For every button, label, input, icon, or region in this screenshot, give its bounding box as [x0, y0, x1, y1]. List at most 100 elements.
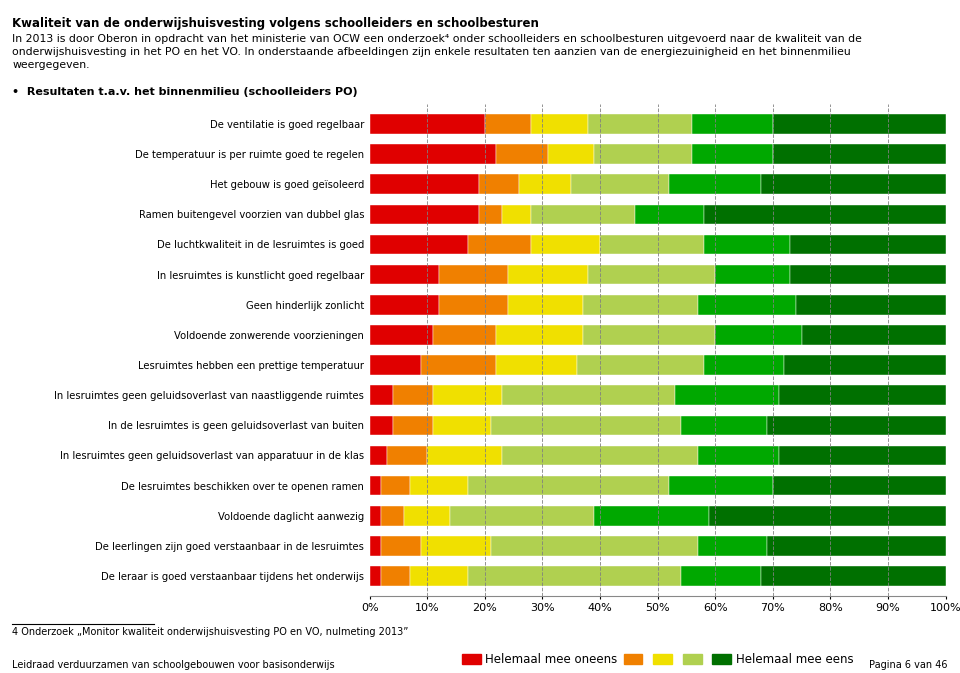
- Bar: [669, 174, 761, 194]
- Bar: [779, 446, 946, 465]
- Bar: [381, 476, 410, 495]
- Bar: [502, 205, 531, 224]
- Bar: [681, 566, 761, 586]
- Bar: [802, 325, 946, 345]
- Bar: [698, 295, 796, 314]
- Bar: [370, 446, 387, 465]
- Bar: [491, 536, 698, 556]
- Bar: [796, 295, 946, 314]
- Bar: [496, 355, 577, 375]
- Bar: [439, 295, 508, 314]
- Bar: [704, 235, 790, 254]
- Bar: [433, 386, 502, 405]
- Bar: [502, 446, 698, 465]
- Text: Pagina 6 van 46: Pagina 6 van 46: [869, 660, 948, 670]
- Bar: [387, 446, 427, 465]
- Bar: [370, 566, 381, 586]
- Bar: [479, 174, 519, 194]
- Bar: [496, 144, 548, 164]
- Bar: [370, 174, 479, 194]
- Bar: [790, 264, 946, 285]
- Bar: [784, 355, 946, 375]
- Text: •  Resultaten t.a.v. het binnenmilieu (schoolleiders PO): • Resultaten t.a.v. het binnenmilieu (sc…: [12, 87, 358, 98]
- Bar: [370, 506, 381, 526]
- Bar: [675, 386, 779, 405]
- Bar: [370, 325, 433, 345]
- Bar: [692, 144, 773, 164]
- Bar: [370, 114, 485, 134]
- Bar: [588, 114, 692, 134]
- Bar: [370, 355, 421, 375]
- Bar: [381, 506, 404, 526]
- Bar: [410, 476, 468, 495]
- Bar: [450, 506, 594, 526]
- Bar: [485, 114, 531, 134]
- Bar: [370, 536, 381, 556]
- Bar: [704, 355, 784, 375]
- Bar: [761, 566, 946, 586]
- Legend: Helemaal mee oneens, , , , Helemaal mee eens: Helemaal mee oneens, , , , Helemaal mee …: [457, 648, 858, 670]
- Bar: [698, 446, 779, 465]
- Bar: [370, 144, 496, 164]
- Bar: [433, 325, 496, 345]
- Bar: [381, 566, 410, 586]
- Bar: [681, 415, 767, 435]
- Bar: [370, 264, 439, 285]
- Bar: [421, 355, 496, 375]
- Bar: [773, 114, 946, 134]
- Bar: [704, 205, 946, 224]
- Bar: [709, 506, 946, 526]
- Bar: [502, 386, 675, 405]
- Bar: [594, 144, 692, 164]
- Bar: [519, 174, 571, 194]
- Bar: [381, 536, 421, 556]
- Bar: [773, 476, 946, 495]
- Bar: [548, 144, 594, 164]
- Bar: [767, 536, 946, 556]
- Bar: [790, 235, 946, 254]
- Bar: [635, 205, 704, 224]
- Bar: [427, 446, 502, 465]
- Bar: [468, 566, 681, 586]
- Bar: [370, 295, 439, 314]
- Text: 4 Onderzoek „Monitor kwaliteit onderwijshuisvesting PO en VO, nulmeting 2013”: 4 Onderzoek „Monitor kwaliteit onderwijs…: [12, 627, 409, 637]
- Bar: [698, 536, 767, 556]
- Text: In 2013 is door Oberon in opdracht van het ministerie van OCW een onderzoek⁴ ond: In 2013 is door Oberon in opdracht van h…: [12, 34, 862, 70]
- Bar: [761, 174, 946, 194]
- Bar: [479, 205, 502, 224]
- Bar: [583, 325, 715, 345]
- Bar: [779, 386, 946, 405]
- Bar: [531, 205, 635, 224]
- Bar: [370, 205, 479, 224]
- Bar: [692, 114, 773, 134]
- Bar: [531, 235, 600, 254]
- Bar: [583, 295, 698, 314]
- Bar: [508, 295, 583, 314]
- Bar: [393, 415, 433, 435]
- Bar: [370, 476, 381, 495]
- Bar: [715, 325, 802, 345]
- Bar: [404, 506, 450, 526]
- Bar: [433, 415, 491, 435]
- Bar: [421, 536, 491, 556]
- Bar: [767, 415, 946, 435]
- Bar: [468, 476, 669, 495]
- Bar: [773, 144, 946, 164]
- Bar: [508, 264, 588, 285]
- Bar: [370, 235, 468, 254]
- Bar: [468, 235, 531, 254]
- Bar: [370, 386, 393, 405]
- Bar: [370, 415, 393, 435]
- Bar: [669, 476, 773, 495]
- Bar: [588, 264, 715, 285]
- Bar: [439, 264, 508, 285]
- Bar: [600, 235, 704, 254]
- Bar: [393, 386, 433, 405]
- Bar: [715, 264, 790, 285]
- Bar: [531, 114, 588, 134]
- Bar: [496, 325, 583, 345]
- Bar: [491, 415, 681, 435]
- Text: Leidraad verduurzamen van schoolgebouwen voor basisonderwijs: Leidraad verduurzamen van schoolgebouwen…: [12, 660, 335, 670]
- Bar: [577, 355, 704, 375]
- Bar: [571, 174, 669, 194]
